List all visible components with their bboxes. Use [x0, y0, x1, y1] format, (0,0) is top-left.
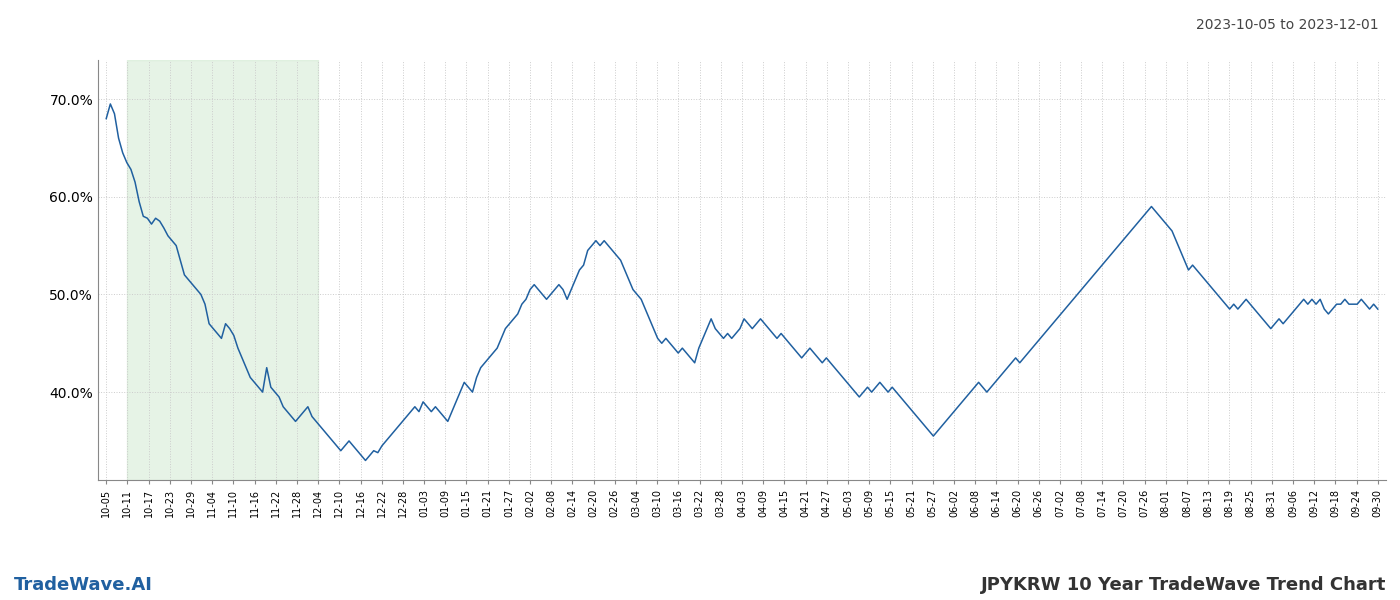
Text: TradeWave.AI: TradeWave.AI [14, 576, 153, 594]
Bar [127, 60, 318, 480]
Text: JPYKRW 10 Year TradeWave Trend Chart: JPYKRW 10 Year TradeWave Trend Chart [980, 576, 1386, 594]
Text: 2023-10-05 to 2023-12-01: 2023-10-05 to 2023-12-01 [1197, 18, 1379, 32]
